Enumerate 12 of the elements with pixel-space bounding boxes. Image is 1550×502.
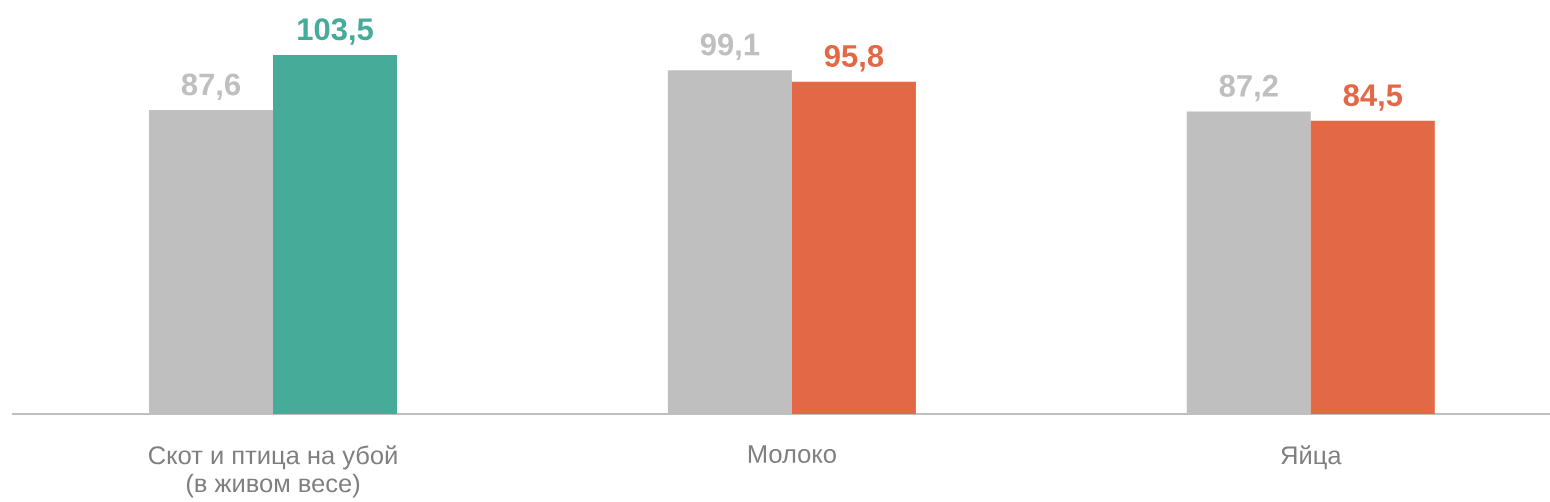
x-tick-label: Молоко bbox=[748, 445, 836, 463]
bar bbox=[273, 54, 398, 414]
x-tick-label: Яйца bbox=[1281, 445, 1342, 470]
bar bbox=[791, 81, 916, 414]
data-label: 87,6 bbox=[181, 73, 241, 100]
x-tick-label: Скот и птица на убой (в живом весе) bbox=[149, 445, 397, 498]
data-label: 84,5 bbox=[1343, 84, 1403, 111]
data-label: 87,2 bbox=[1219, 74, 1278, 102]
data-label: 99,1 bbox=[700, 33, 760, 60]
data-label: 103,5 bbox=[298, 18, 373, 45]
data-label: 95,8 bbox=[824, 45, 884, 72]
bar bbox=[1310, 120, 1435, 414]
